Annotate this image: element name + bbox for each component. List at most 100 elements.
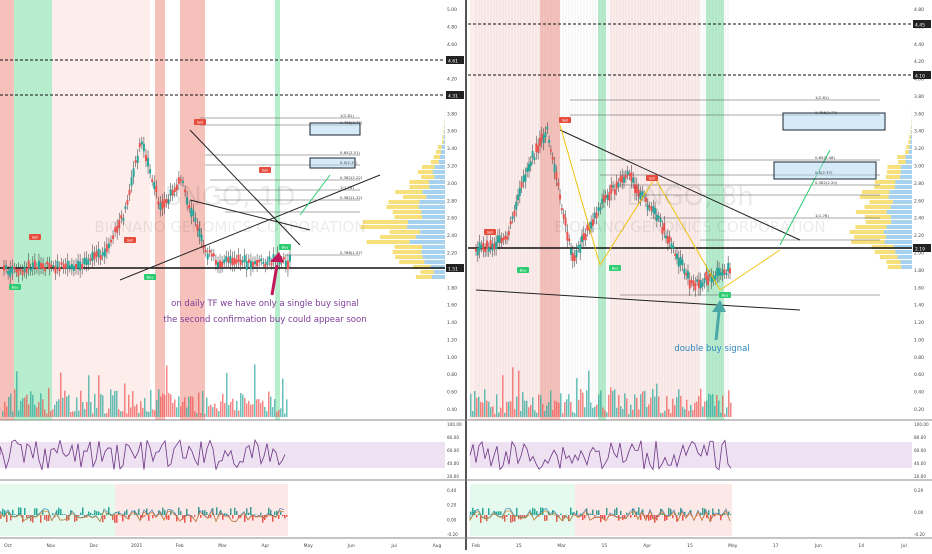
left-candle-body xyxy=(246,261,248,270)
right-candle-body xyxy=(533,157,535,160)
right-rsi-tick: 20.00 xyxy=(914,474,926,479)
right-candle-body xyxy=(687,271,689,278)
right-profile-bar xyxy=(880,255,898,259)
left-volume-bar xyxy=(18,410,20,417)
left-volume-bar xyxy=(102,395,104,417)
right-volume-bar xyxy=(682,407,684,417)
right-candle-body xyxy=(628,174,630,176)
right-volume-bar xyxy=(512,367,514,417)
left-profile-bar xyxy=(394,215,422,219)
right-volume-bar xyxy=(526,401,528,417)
right-candle-body xyxy=(495,242,497,249)
left-rsi-tick: 100.00 xyxy=(447,422,462,427)
right-candle-body xyxy=(524,174,526,182)
right-candle-body xyxy=(504,236,506,240)
left-fib-label: 1(2.81) xyxy=(340,113,354,118)
right-profile-bar xyxy=(891,215,912,219)
left-volume-bar xyxy=(52,409,54,417)
right-candle-body xyxy=(523,176,525,182)
right-profile-bar xyxy=(850,230,884,234)
right-volume-bar xyxy=(614,389,616,417)
right-candle-body xyxy=(535,143,537,152)
right-candle-body xyxy=(568,239,570,241)
left-volume-bar xyxy=(146,411,148,417)
left-volume-bar xyxy=(44,409,46,417)
right-volume-bar xyxy=(472,411,474,417)
left-price-tick: 0.40 xyxy=(447,407,457,413)
right-profile-bar xyxy=(910,140,912,144)
left-volume-bar xyxy=(90,402,92,417)
left-volume-bar xyxy=(152,409,154,417)
right-volume-bar xyxy=(592,408,594,417)
left-volume-bar xyxy=(144,398,146,417)
right-candle-body xyxy=(519,188,521,196)
left-volume-bar xyxy=(254,364,256,417)
right-candle-body xyxy=(665,236,667,239)
right-candle-body xyxy=(696,279,698,281)
right-volume-bar xyxy=(670,413,672,417)
left-volume-bar xyxy=(210,405,212,417)
right-candle-body xyxy=(727,263,729,271)
left-volume-bar xyxy=(240,393,242,417)
right-candle-body xyxy=(574,255,576,261)
right-candle-body xyxy=(552,157,554,160)
left-profile-bar xyxy=(395,190,422,194)
right-profile-bar xyxy=(855,225,886,229)
left-candle-body xyxy=(65,263,67,268)
right-candle-body xyxy=(526,168,528,172)
right-watermark-title: BNGO, 8h xyxy=(626,182,753,212)
left-candle-body xyxy=(73,266,75,271)
right-volume-bar xyxy=(704,402,706,417)
left-candle-body xyxy=(110,240,112,243)
left-volume-bar xyxy=(10,394,12,417)
left-profile-bar xyxy=(433,170,445,174)
left-volume-bar xyxy=(186,407,188,417)
left-volume-bar xyxy=(58,399,60,417)
left-volume-bar xyxy=(202,391,204,417)
right-candle-body xyxy=(477,248,479,255)
left-volume-bar xyxy=(138,413,140,417)
left-candle-body xyxy=(151,179,153,182)
right-volume-bar xyxy=(578,400,580,417)
left-candle-body xyxy=(69,265,71,268)
right-profile-bar xyxy=(898,255,912,259)
left-profile-bar xyxy=(440,155,445,159)
left-volume-bar xyxy=(22,398,24,417)
right-candle-body xyxy=(680,257,682,265)
left-profile-bar xyxy=(422,215,445,219)
right-volume-bar xyxy=(494,414,496,417)
left-candle-body xyxy=(256,260,258,266)
left-volume-bar xyxy=(20,401,22,417)
left-volume-bar xyxy=(46,414,48,417)
left-profile-bar xyxy=(367,240,410,244)
right-candle-body xyxy=(716,268,718,276)
right-profile-bar xyxy=(905,155,912,159)
left-profile-bar xyxy=(441,150,445,154)
left-price-tick: 4.60 xyxy=(447,42,457,48)
left-volume-bar xyxy=(164,395,166,417)
left-candle-body xyxy=(81,264,83,269)
left-candle-body xyxy=(106,244,108,252)
right-volume-bar xyxy=(676,397,678,417)
left-candle-body xyxy=(54,266,56,273)
left-fib-label: 0.786(1.07) xyxy=(340,250,363,255)
right-volume-bar xyxy=(556,402,558,417)
right-rsi-tick: 80.00 xyxy=(914,435,926,440)
right-volume-bar xyxy=(552,410,554,417)
right-candle-body xyxy=(614,189,616,194)
right-candle-body xyxy=(707,276,709,285)
right-candle-body xyxy=(570,249,572,255)
left-profile-bar xyxy=(393,210,422,214)
left-volume-bar xyxy=(208,406,210,417)
right-volume-bar xyxy=(562,413,564,417)
left-volume-bar xyxy=(256,399,258,417)
right-price-tick: 0.80 xyxy=(914,355,924,361)
left-volume-bar xyxy=(26,395,28,417)
left-volume-bar xyxy=(184,397,186,417)
right-volume-bar xyxy=(640,394,642,417)
left-signal-tag-label: Buy xyxy=(12,286,20,290)
right-candle-body xyxy=(674,254,676,256)
left-time-tick: Apr xyxy=(262,543,270,549)
left-candle-body xyxy=(252,262,254,267)
right-price-tick: 2.40 xyxy=(914,216,924,222)
